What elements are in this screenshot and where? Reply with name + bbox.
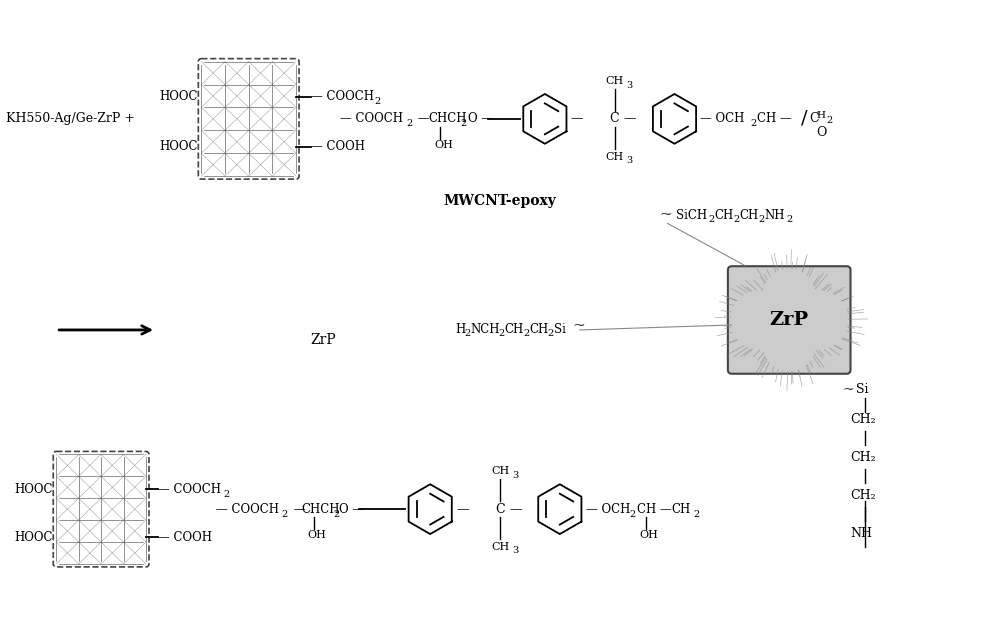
Text: 2: 2 [406,119,413,128]
Text: —: — [624,112,636,125]
Text: CHCH: CHCH [302,503,340,516]
Text: 2: 2 [758,215,765,224]
Text: 2: 2 [733,215,740,224]
Text: 2: 2 [708,215,715,224]
Text: 2: 2 [498,330,504,338]
Text: ZrP: ZrP [311,333,336,347]
Text: H: H [816,111,825,121]
Text: ZrP: ZrP [770,311,809,329]
FancyBboxPatch shape [53,451,149,567]
Text: C: C [809,112,819,125]
Text: ~: ~ [660,208,672,222]
Text: HOOC: HOOC [160,140,198,153]
Text: H: H [455,323,465,337]
Text: O —: O — [339,503,365,516]
Text: CH: CH [491,542,509,552]
Text: HOOC: HOOC [15,483,53,496]
Text: 2: 2 [786,215,792,224]
Text: HOOC: HOOC [15,530,53,544]
Text: CH: CH [672,503,691,516]
Text: 2: 2 [693,510,700,519]
Text: —: — [456,503,469,516]
Text: 2: 2 [464,330,470,338]
Text: — OCH: — OCH [586,503,630,516]
FancyBboxPatch shape [198,58,299,179]
Text: MWCNT-epoxy: MWCNT-epoxy [444,194,556,208]
FancyBboxPatch shape [728,266,851,374]
Text: —: — [509,503,521,516]
Text: CH —: CH — [637,503,671,516]
Text: — COOCH: — COOCH [311,90,374,104]
Text: O: O [816,126,826,139]
Text: CH: CH [529,323,548,337]
Text: 3: 3 [512,547,518,556]
Text: 3: 3 [627,81,633,90]
Text: 2: 2 [630,510,636,519]
Text: —: — [571,112,583,125]
Text: CH: CH [606,152,624,162]
Text: CH: CH [504,323,523,337]
Text: 2: 2 [224,490,230,498]
Text: OH: OH [308,530,326,540]
Text: — COOH: — COOH [158,530,212,544]
Text: CH: CH [491,466,509,476]
Text: 2: 2 [333,510,340,519]
Text: — OCH: — OCH [700,112,745,125]
Text: NCH: NCH [470,323,500,337]
Text: Si: Si [856,383,869,396]
Text: 2: 2 [523,330,529,338]
Text: CH: CH [606,76,624,86]
Text: C: C [610,112,619,125]
Text: —: — [414,112,430,125]
Text: 3: 3 [627,156,633,165]
Text: HOOC: HOOC [160,90,198,104]
Text: 2: 2 [826,116,832,125]
Text: CH: CH [739,209,759,222]
Text: ~: ~ [842,383,854,397]
Text: CH₂: CH₂ [850,489,876,502]
Text: 2: 2 [282,510,288,519]
Text: Si: Si [554,323,566,337]
Text: CH: CH [714,209,734,222]
Text: OH: OH [640,530,658,540]
Text: 2: 2 [750,119,757,128]
Text: CH₂: CH₂ [850,451,876,464]
Text: — COOCH: — COOCH [216,503,279,516]
Text: CH —: CH — [757,112,792,125]
Text: /: / [801,110,808,128]
Text: CHCH: CHCH [428,112,467,125]
Text: CH₂: CH₂ [850,413,876,426]
Text: NH: NH [764,209,785,222]
Text: SiCH: SiCH [676,209,707,222]
Text: — COOCH: — COOCH [340,112,403,125]
Text: 2: 2 [375,97,381,107]
Text: O —: O — [468,112,493,125]
Text: 2: 2 [460,119,466,128]
Text: ~: ~ [573,319,586,333]
Text: 2: 2 [548,330,554,338]
Text: C: C [495,503,505,516]
Text: —: — [290,503,305,516]
Text: NH: NH [850,526,872,540]
Text: KH550-Ag/Ge-ZrP +: KH550-Ag/Ge-ZrP + [6,112,135,125]
Text: — COOH: — COOH [311,140,365,153]
Text: — COOCH: — COOCH [158,483,221,496]
Text: 3: 3 [512,471,518,480]
Text: OH: OH [434,140,453,150]
